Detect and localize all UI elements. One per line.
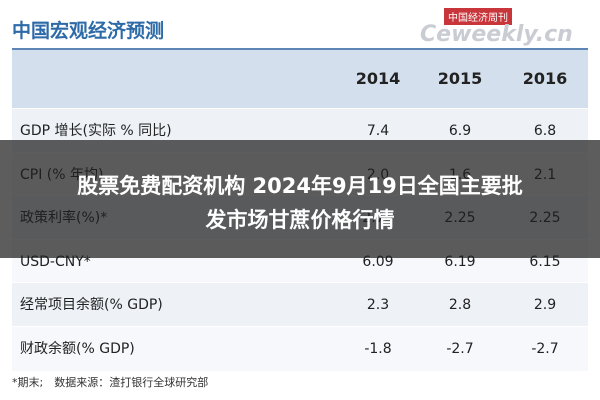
row-label: 经常项目余额(% GDP) [20,297,163,313]
cell-value: 6.9 [448,123,472,139]
watermark-logo: Ceweekly.cn [420,22,573,47]
cell-value: -1.8 [364,340,392,357]
banner-line: 股票免费配资机构 2024年9月19日全国主要批 [77,174,523,198]
footnote: *期末; 数据来源：渣打银行全球研究部 [12,376,209,389]
cell-value: 6.8 [533,123,557,139]
cell-value: 2.9 [533,297,557,313]
cell-value: 2.3 [366,297,390,313]
column-header: 2016 [522,69,568,88]
row-label: 财政余额(% GDP) [20,340,135,357]
header-row: 2014 2015 2016 [12,50,588,108]
banner-line: 发市场甘蔗价格行情 [205,208,395,232]
table-row: 经常项目余额(% GDP) 2.3 2.8 2.9 [12,282,588,327]
cell-value: -2.7 [446,340,474,357]
watermark-badge: 中国经济周刊 [444,8,512,25]
column-header: 2015 [437,69,483,88]
title: 中国宏观经济预测 [12,20,165,42]
table-row: 财政余额(% GDP) -1.8 -2.7 -2.7 [12,325,588,371]
cell-value: 7.4 [366,123,390,139]
cell-value: -2.7 [531,340,559,357]
banner: 股票免费配资机构 2024年9月19日全国主要批 发市场甘蔗价格行情 [0,140,600,258]
cell-value: 2.8 [448,297,472,313]
row-label: GDP 增长(实际 % 同比) [20,123,172,139]
column-header: 2014 [355,69,401,88]
